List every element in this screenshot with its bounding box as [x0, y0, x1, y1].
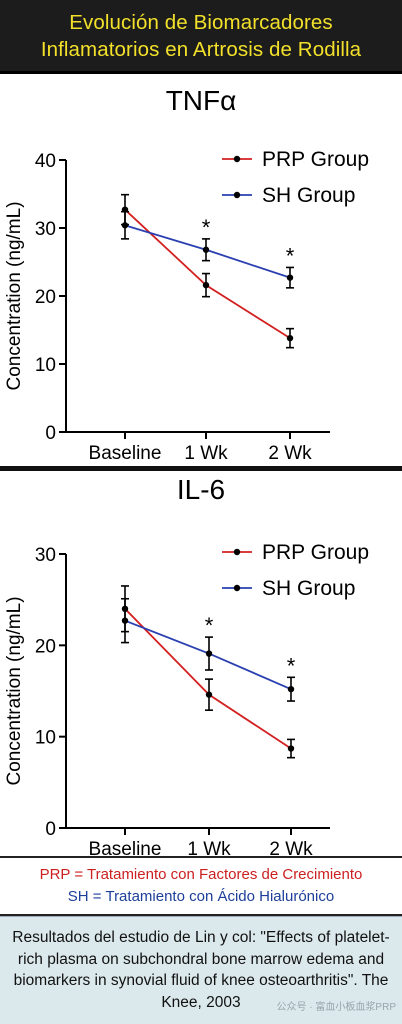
- y-tick-label: 0: [45, 423, 56, 444]
- y-axis-label: Concentration (ng/mL): [4, 596, 25, 785]
- chart-divider: [0, 466, 402, 471]
- legend-label: PRP Group: [262, 541, 369, 564]
- significance-asterisk: *: [202, 215, 211, 240]
- il6-chart: IL-6 Concentration (ng/mL) 0 10 20 30 Baseline…: [0, 471, 402, 856]
- y-axis-label: Concentration (ng/mL): [4, 201, 25, 390]
- y-tick-label: 30: [35, 545, 56, 566]
- tnf-alpha-chart: TNFα Concentration (ng/mL) 0 10 20 30 40 Baseli…: [0, 74, 402, 466]
- data-point: [286, 274, 294, 281]
- legend-marker: [233, 155, 241, 163]
- data-point: [202, 281, 210, 289]
- tnf-alpha-chart-svg: TNFα Concentration (ng/mL) 0 10 20 30 40 Baseli…: [4, 85, 369, 464]
- chart-title: IL-6: [177, 474, 225, 505]
- x-tick-label: 2 Wk: [269, 839, 313, 856]
- title-line-1: Evolución de Biomarcadores: [69, 10, 333, 34]
- data-point: [121, 222, 129, 229]
- data-point: [202, 246, 210, 253]
- x-tick-label: Baseline: [89, 839, 162, 856]
- significance-asterisk: *: [205, 613, 214, 638]
- watermark: 公众号 · 富血小板血浆PRP: [276, 1001, 396, 1013]
- x-tick-label: 1 Wk: [187, 839, 231, 856]
- legend-label: SH Group: [262, 577, 355, 600]
- data-point: [286, 334, 294, 342]
- legend-marker: [233, 191, 241, 199]
- x-tick-label: Baseline: [89, 443, 162, 464]
- legend-marker: [233, 584, 241, 592]
- il6-chart-svg: IL-6 Concentration (ng/mL) 0 10 20 30 Baseline…: [4, 474, 369, 856]
- y-tick-label: 10: [35, 355, 56, 376]
- significance-asterisk: *: [287, 653, 296, 678]
- x-tick-label: 1 Wk: [184, 443, 228, 464]
- y-tick-label: 20: [35, 287, 56, 308]
- chart-title: TNFα: [166, 85, 237, 116]
- title-line-2: Inflamatorios en Artrosis de Rodilla: [40, 37, 362, 61]
- abbreviation-legend: PRP = Tratamiento con Factores de Crecim…: [0, 856, 402, 916]
- y-tick-label: 40: [35, 151, 56, 172]
- legend-label: PRP Group: [262, 148, 369, 171]
- data-point: [287, 685, 295, 693]
- data-point: [121, 617, 129, 624]
- x-tick-label: 2 Wk: [268, 443, 312, 464]
- data-point: [287, 745, 295, 752]
- y-tick-label: 20: [35, 636, 56, 657]
- significance-asterisk: *: [286, 243, 295, 268]
- sh-definition: SH = Tratamiento con Ácido Hialurónico: [67, 888, 335, 905]
- title-banner: Evolución de Biomarcadores Inflamatorios…: [0, 0, 402, 74]
- data-point: [205, 650, 213, 657]
- citation-text: Resultados del estudio de Lin y col: "Ef…: [12, 929, 390, 1011]
- y-tick-label: 10: [35, 728, 56, 749]
- study-citation: Resultados del estudio de Lin y col: "Ef…: [0, 916, 402, 1024]
- y-tick-label: 30: [35, 219, 56, 240]
- y-tick-label: 0: [45, 819, 56, 840]
- legend-label: SH Group: [262, 184, 355, 207]
- prp-definition: PRP = Tratamiento con Factores de Crecim…: [39, 866, 363, 883]
- data-point: [205, 691, 213, 698]
- legend-marker: [233, 548, 241, 556]
